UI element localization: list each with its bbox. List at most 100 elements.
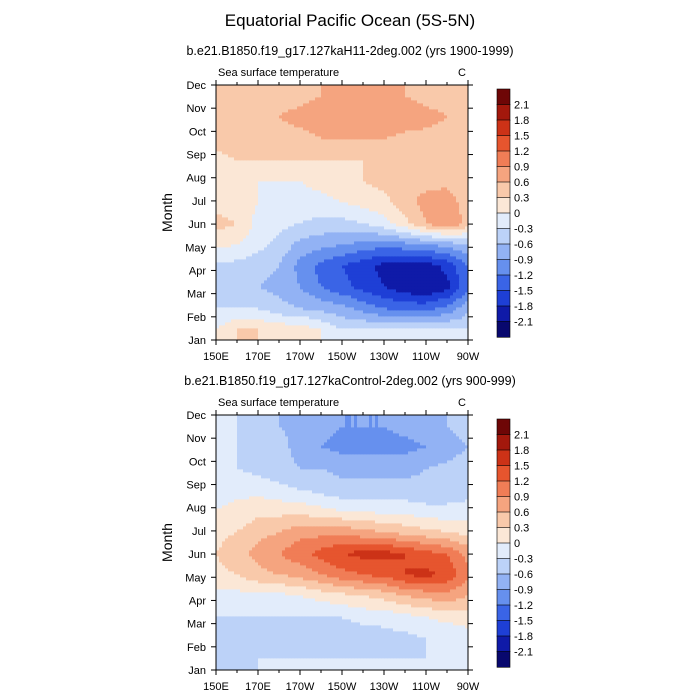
heat-cell [354,277,358,281]
heat-cell [306,253,310,257]
heat-cell [429,229,433,233]
heat-cell [252,274,256,278]
heat-cell [411,223,415,227]
heat-cell [288,253,292,257]
heat-cell [291,175,295,179]
heat-cell [267,208,271,212]
heat-cell [444,163,448,167]
heat-cell [282,313,286,317]
heat-cell [336,265,340,269]
heat-cell [426,184,430,188]
heat-cell [294,304,298,308]
heat-cell [276,202,280,206]
heat-cell [321,292,325,296]
heat-cell [408,205,412,209]
heat-cell [279,274,283,278]
heat-cell [327,277,331,281]
heat-cell [363,295,367,299]
heat-cell [237,316,241,320]
heat-cell [255,259,259,263]
heat-cell [450,328,454,332]
heat-cell [339,187,343,191]
heat-cell [216,316,220,320]
heat-cell [336,181,340,185]
heat-cell [321,331,325,335]
heat-cell [243,307,247,311]
heat-cell [405,196,409,200]
heat-cell [351,172,355,176]
heat-cell [222,292,226,296]
heat-cell [360,196,364,200]
heat-cell [441,229,445,233]
heat-cell [222,181,226,185]
heat-cell [420,277,424,281]
heat-cell [219,232,223,236]
heat-cell [339,247,343,251]
heat-cell [378,322,382,326]
heat-cell [219,184,223,188]
heat-cell [252,169,256,173]
heat-cell [231,316,235,320]
heat-cell [357,211,361,215]
heat-cell [429,238,433,242]
heat-cell [426,238,430,242]
heat-cell [390,301,394,305]
heat-cell [450,319,454,323]
heat-cell [390,166,394,170]
heat-cell [333,250,337,254]
heat-cell [330,337,334,341]
heat-cell [282,247,286,251]
heat-cell [387,241,391,245]
heat-cell [288,220,292,224]
heat-cell [459,244,463,248]
heat-cell [378,247,382,251]
heat-cell [357,235,361,239]
heat-cell [321,289,325,293]
heat-cell [279,235,283,239]
heat-cell [246,307,250,311]
heat-cell [228,229,232,233]
heat-cell [393,235,397,239]
heat-cell [393,226,397,230]
heat-cell [342,265,346,269]
heat-cell [321,319,325,323]
heat-cell [414,205,418,209]
heat-cell [465,199,469,203]
heat-cell [417,187,421,191]
heat-cell [228,313,232,317]
heat-cell [312,301,316,305]
heat-cell [450,295,454,299]
heat-cell [294,217,298,221]
heat-cell [426,187,430,191]
heat-cell [246,175,250,179]
heat-cell [279,256,283,260]
heat-cell [288,229,292,233]
heat-cell [456,295,460,299]
heat-cell [273,184,277,188]
heat-cell [342,259,346,263]
heat-cell [228,268,232,272]
heat-cell [360,184,364,188]
heat-cell [417,280,421,284]
heat-cell [345,298,349,302]
heat-cell [321,337,325,341]
heat-cell [225,280,229,284]
heat-cell [216,304,220,308]
heat-cell [450,304,454,308]
heat-cell [417,250,421,254]
heat-cell [339,232,343,236]
heat-cell [429,169,433,173]
heat-cell [216,211,220,215]
heat-cell [339,244,343,248]
heat-cell [273,289,277,293]
heat-cell [288,166,292,170]
heat-cell [333,307,337,311]
heat-cell [438,226,442,230]
heat-cell [411,337,415,341]
heat-cell [264,247,268,251]
heat-cell [234,325,238,329]
heat-cell [294,289,298,293]
heat-cell [231,280,235,284]
heat-cell [222,187,226,191]
heat-cell [372,262,376,266]
